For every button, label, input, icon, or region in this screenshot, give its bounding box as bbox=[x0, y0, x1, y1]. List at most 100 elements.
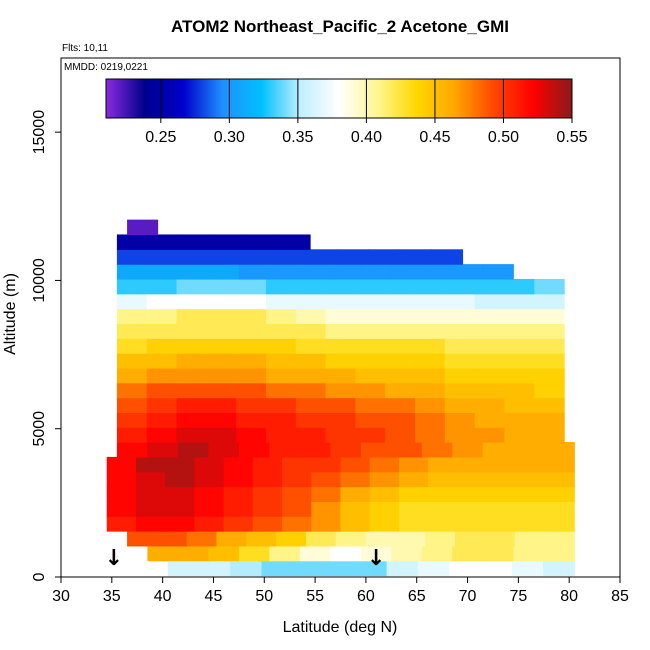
heatmap-cell bbox=[444, 308, 476, 325]
heatmap-cell bbox=[198, 560, 231, 577]
heatmap-cell bbox=[146, 412, 178, 428]
heatmap-cell bbox=[106, 471, 137, 488]
x-tick-label: 40 bbox=[154, 588, 172, 605]
heatmap-cell bbox=[149, 234, 182, 250]
heatmap-cell bbox=[534, 293, 565, 310]
heatmap-cell bbox=[385, 338, 416, 354]
heatmap-cell bbox=[340, 486, 371, 502]
heatmap-cell bbox=[135, 486, 166, 502]
heatmap-cell bbox=[252, 516, 283, 532]
heatmap-cell bbox=[385, 293, 416, 310]
heatmap-cell bbox=[206, 412, 237, 428]
heatmap-cell bbox=[415, 427, 446, 443]
heatmap-cell bbox=[282, 456, 312, 473]
heatmap-cell bbox=[252, 501, 283, 517]
heatmap-cell bbox=[127, 219, 159, 236]
heatmap-cell bbox=[194, 456, 225, 473]
heatmap-cell bbox=[106, 486, 137, 502]
heatmap-cell bbox=[116, 278, 148, 295]
heatmap-cell bbox=[295, 397, 327, 414]
heatmap-cell bbox=[206, 338, 237, 354]
heatmap-cell bbox=[504, 382, 535, 399]
heatmap-cell bbox=[252, 486, 283, 502]
heatmap-cell bbox=[236, 338, 267, 354]
heatmap-cell bbox=[206, 278, 237, 295]
heatmap-cell bbox=[543, 442, 575, 458]
heatmap-cell bbox=[236, 397, 267, 414]
heatmap-cell bbox=[398, 501, 429, 517]
heatmap-cell bbox=[116, 412, 148, 428]
heatmap-cell bbox=[325, 293, 357, 310]
heatmap-cell bbox=[504, 293, 535, 310]
heatmap-cell bbox=[545, 516, 575, 532]
heatmap-cell bbox=[369, 471, 400, 488]
heatmap-cell bbox=[176, 293, 207, 310]
heatmap-cell bbox=[295, 338, 327, 354]
heatmap-cell bbox=[116, 338, 148, 354]
heatmap-cell bbox=[116, 308, 148, 325]
heatmap-cell bbox=[415, 338, 446, 354]
heatmap-cell bbox=[543, 545, 575, 562]
heatmap-cell bbox=[449, 560, 482, 577]
heatmap-cell bbox=[176, 338, 207, 354]
heatmap-cell bbox=[457, 471, 488, 488]
heatmap-cell bbox=[282, 471, 312, 488]
heatmap-cell bbox=[474, 293, 506, 310]
heatmap-cell bbox=[147, 545, 179, 562]
heatmap-cell bbox=[369, 486, 400, 502]
heatmap-cell bbox=[295, 382, 327, 399]
heatmap-cell bbox=[147, 442, 179, 458]
heatmap-cell bbox=[355, 338, 386, 354]
heatmap-cell bbox=[444, 397, 476, 414]
x-tick-label: 75 bbox=[509, 588, 527, 605]
heatmap-cell bbox=[208, 442, 240, 458]
heatmap-cell bbox=[146, 278, 178, 295]
heatmap-cell bbox=[146, 308, 178, 325]
heatmap-cell bbox=[206, 397, 237, 414]
heatmap-cell bbox=[545, 486, 575, 502]
heatmap-cell bbox=[135, 516, 166, 532]
heatmap-cell bbox=[146, 293, 178, 310]
heatmap-cell bbox=[236, 427, 267, 443]
heatmap-cell bbox=[515, 486, 546, 502]
heatmap-cell bbox=[444, 367, 476, 384]
heatmap-cell bbox=[265, 427, 297, 443]
x-tick-label: 45 bbox=[205, 588, 223, 605]
heatmap-cell bbox=[238, 545, 270, 562]
heatmap-cell bbox=[457, 516, 488, 532]
heatmap-cell bbox=[265, 367, 297, 384]
heatmap-cell bbox=[444, 353, 476, 369]
heatmap-cell bbox=[544, 531, 575, 547]
heatmap-cell bbox=[165, 486, 195, 502]
heatmap-cell bbox=[444, 278, 476, 295]
heatmap-cell bbox=[261, 560, 294, 577]
heatmap-cell bbox=[415, 367, 446, 384]
heatmap-cell bbox=[299, 442, 331, 458]
heatmap-cell bbox=[385, 382, 416, 399]
heatmap-cell bbox=[325, 412, 357, 428]
heatmap-cell bbox=[295, 412, 327, 428]
heatmap-cell bbox=[282, 486, 312, 502]
heatmap-cell bbox=[421, 442, 453, 458]
heatmap-cell bbox=[116, 293, 148, 310]
heatmap-cell bbox=[415, 397, 446, 414]
heatmap-cell bbox=[146, 367, 178, 384]
heatmap-cell bbox=[474, 427, 506, 443]
heatmap-cell bbox=[336, 249, 369, 265]
heatmap-cell bbox=[176, 308, 207, 325]
heatmap-cell bbox=[452, 442, 484, 458]
heatmap-cell bbox=[206, 427, 237, 443]
heatmap-cell bbox=[431, 249, 464, 265]
heatmap-cell bbox=[295, 323, 327, 339]
heatmap-cell bbox=[265, 308, 297, 325]
heatmap-cell bbox=[236, 323, 267, 339]
heatmap-cell bbox=[179, 249, 212, 265]
heatmap-cell bbox=[355, 560, 388, 577]
heatmap-cell bbox=[311, 456, 342, 473]
heatmap-cell bbox=[385, 278, 416, 295]
heatmap-cell bbox=[335, 531, 367, 547]
heatmap-cell bbox=[417, 560, 450, 577]
heatmap-cell bbox=[444, 338, 476, 354]
x-axis-label: Latitude (deg N) bbox=[283, 619, 398, 636]
